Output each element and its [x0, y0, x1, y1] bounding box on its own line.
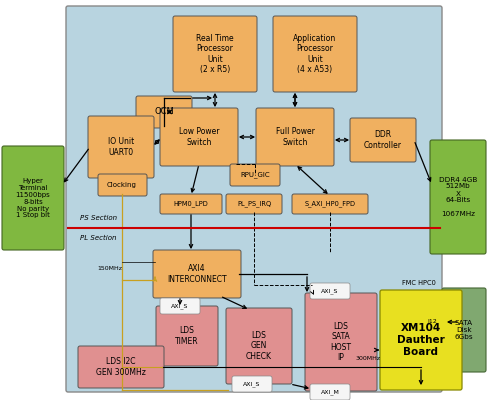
- FancyBboxPatch shape: [350, 118, 416, 162]
- Text: S_AXI_HP0_FPD: S_AXI_HP0_FPD: [305, 201, 355, 207]
- FancyBboxPatch shape: [380, 290, 462, 390]
- FancyBboxPatch shape: [88, 116, 154, 178]
- Text: IO Unit
UART0: IO Unit UART0: [108, 137, 134, 157]
- FancyBboxPatch shape: [2, 146, 64, 250]
- Text: Application
Processor
Unit
(4 x A53): Application Processor Unit (4 x A53): [293, 34, 337, 74]
- Text: PL Section: PL Section: [80, 235, 117, 241]
- Text: PL_PS_IRQ: PL_PS_IRQ: [237, 201, 271, 207]
- Text: DDR4 4GB
512Mb
X
64-Bits

1067MHz: DDR4 4GB 512Mb X 64-Bits 1067MHz: [439, 176, 477, 218]
- Text: HPM0_LPD: HPM0_LPD: [174, 201, 208, 207]
- Text: Hyper
Terminal
11500bps
8-bits
No parity
1 Stop bit: Hyper Terminal 11500bps 8-bits No parity…: [16, 178, 50, 218]
- Text: AXI_S: AXI_S: [321, 288, 339, 294]
- Text: Full Power
Switch: Full Power Switch: [276, 127, 314, 147]
- Text: AXI_M: AXI_M: [321, 389, 340, 395]
- FancyBboxPatch shape: [256, 108, 334, 166]
- Text: LDS
TIMER: LDS TIMER: [175, 326, 199, 346]
- Text: AXI4
INTERCONNECT: AXI4 INTERCONNECT: [167, 264, 227, 284]
- Text: AXI_S: AXI_S: [171, 303, 189, 309]
- FancyBboxPatch shape: [153, 250, 241, 298]
- FancyBboxPatch shape: [305, 293, 377, 391]
- Text: Clocking: Clocking: [107, 182, 137, 188]
- FancyBboxPatch shape: [232, 376, 272, 392]
- FancyBboxPatch shape: [273, 16, 357, 92]
- Text: PS Section: PS Section: [80, 215, 117, 221]
- Text: XM104
Dauther
Board: XM104 Dauther Board: [397, 323, 445, 357]
- FancyBboxPatch shape: [160, 194, 222, 214]
- FancyBboxPatch shape: [160, 108, 238, 166]
- FancyBboxPatch shape: [136, 96, 192, 128]
- FancyBboxPatch shape: [226, 194, 282, 214]
- Text: LDS
GEN
CHECK: LDS GEN CHECK: [246, 331, 272, 361]
- FancyBboxPatch shape: [310, 384, 350, 400]
- FancyBboxPatch shape: [430, 140, 486, 254]
- Text: 150MHz: 150MHz: [98, 266, 122, 270]
- Text: DDR
Controller: DDR Controller: [364, 130, 402, 150]
- FancyBboxPatch shape: [310, 283, 350, 299]
- FancyBboxPatch shape: [230, 164, 280, 186]
- Text: OCM: OCM: [154, 108, 174, 116]
- Text: J12: J12: [427, 320, 437, 324]
- Text: RPU_GIC: RPU_GIC: [240, 172, 270, 178]
- Text: SATA
Disk
6Gbs: SATA Disk 6Gbs: [455, 320, 473, 340]
- FancyBboxPatch shape: [226, 308, 292, 384]
- FancyBboxPatch shape: [173, 16, 257, 92]
- FancyBboxPatch shape: [442, 288, 486, 372]
- Text: LDS I2C
GEN 300MHz: LDS I2C GEN 300MHz: [96, 357, 146, 377]
- Text: Low Power
Switch: Low Power Switch: [179, 127, 219, 147]
- FancyBboxPatch shape: [160, 298, 200, 314]
- Text: FMC HPC0: FMC HPC0: [402, 280, 436, 286]
- Text: LDS
SATA
HOST
IP: LDS SATA HOST IP: [330, 322, 351, 362]
- Text: 300MHz: 300MHz: [355, 356, 381, 360]
- FancyBboxPatch shape: [66, 6, 442, 392]
- Text: AXI_S: AXI_S: [244, 381, 261, 387]
- Text: Real Time
Processor
Unit
(2 x R5): Real Time Processor Unit (2 x R5): [196, 34, 234, 74]
- FancyBboxPatch shape: [292, 194, 368, 214]
- FancyBboxPatch shape: [156, 306, 218, 366]
- FancyBboxPatch shape: [78, 346, 164, 388]
- FancyBboxPatch shape: [98, 174, 147, 196]
